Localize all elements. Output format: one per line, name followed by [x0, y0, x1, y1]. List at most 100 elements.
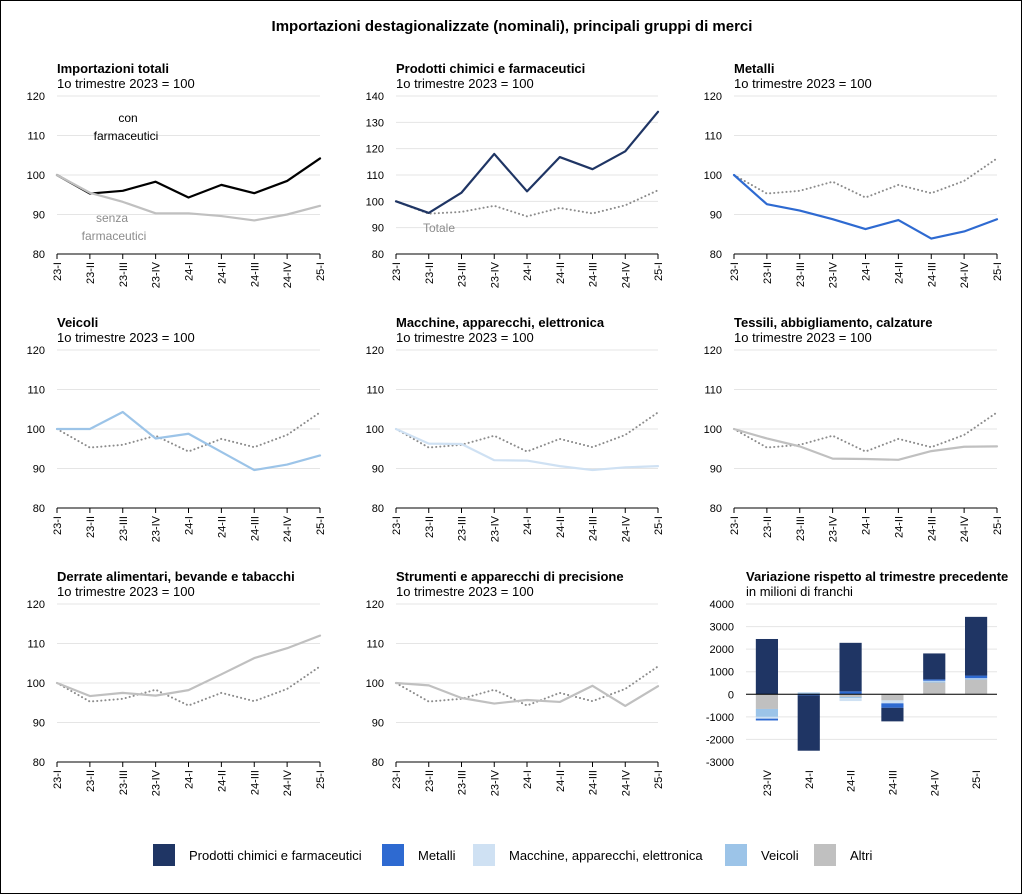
y-tick-label-0-2: 100	[27, 170, 45, 182]
figure-title: Importazioni destagionalizzate (nominali…	[271, 18, 753, 35]
panel-subtitle-chemicals: 1o trimestre 2023 = 100	[396, 76, 534, 91]
x-tick-label-1-0: 23-I	[391, 262, 403, 281]
series-line-3-1	[55, 410, 322, 472]
chart-panel-3: 80 90 100 110 120 23-I 23-II 23-III 23-IV 24-I 24-…	[27, 345, 327, 542]
chart-panel-6: 80 90 100 110 120 23-I 23-II 23-III 23-IV 24-I 24-…	[27, 599, 327, 796]
x-tick-label-2-7: 24-IV	[959, 261, 971, 288]
chart-panel-4: 80 90 100 110 120 23-I 23-II 23-III 23-IV 24-I 24-…	[366, 345, 665, 542]
series-line-7-1	[394, 681, 660, 708]
x-tick-label-2-2: 23-III	[795, 262, 807, 287]
x-tick-label-0-3: 23-IV	[151, 261, 163, 288]
x-tick-label-1-4: 24-I	[522, 262, 534, 281]
x-tick-label-8-2: 24-II	[846, 770, 858, 792]
x-tick-label-3-3: 23-IV	[151, 515, 163, 542]
bar-segment-8-3-1	[797, 694, 820, 696]
x-tick-label-1-3: 23-IV	[489, 261, 501, 288]
y-tick-label-4-3: 110	[366, 385, 384, 397]
x-tick-label-3-5: 24-II	[216, 516, 228, 538]
y-tick-label-4-2: 100	[366, 424, 384, 436]
y-tick-label-1-4: 120	[366, 144, 384, 156]
bar-segment-8-2-5	[964, 678, 988, 679]
legend-item-metals: Metalli	[382, 843, 456, 867]
bar-segment-8-4-2	[839, 642, 862, 692]
legend-label-machines: Macchine, apparecchi, elettronica	[509, 847, 703, 863]
legend-swatch-metals	[382, 844, 404, 866]
annotation-1-0: Totale	[423, 221, 455, 235]
bar-segment-8-3-2	[839, 691, 862, 695]
chart-panel-0: 80 90 100 110 120 23-I 23-II 23-III 23-IV 24-I 24-…	[27, 91, 327, 288]
x-tick-label-0-6: 24-III	[249, 262, 261, 287]
series-line-5-0	[733, 411, 998, 453]
x-tick-label-4-7: 24-IV	[620, 515, 632, 542]
panel-title-change: Variazione rispetto al trimestre precede…	[746, 569, 1009, 584]
x-tick-label-5-6: 24-III	[926, 516, 938, 541]
series-line-0-0	[55, 157, 322, 199]
y-tick-label-8-0: -3000	[706, 757, 734, 769]
y-tick-label-0-0: 80	[33, 249, 45, 261]
panel-title-food: Derrate alimentari, bevande e tabacchi	[57, 569, 295, 584]
panel-title-metals: Metalli	[734, 61, 775, 76]
series-line-4-0	[395, 411, 659, 453]
bar-segment-8-0-2	[839, 694, 862, 697]
y-tick-label-8-4: 1000	[710, 667, 734, 679]
panel-title-vehicles: Veicoli	[57, 315, 99, 330]
annotation-0-1: farmaceutici	[94, 129, 159, 143]
x-tick-label-0-1: 23-II	[85, 262, 97, 284]
y-tick-label-6-2: 100	[27, 678, 45, 690]
x-tick-label-0-4: 24-I	[184, 262, 196, 281]
x-tick-label-1-7: 24-IV	[620, 261, 632, 288]
bar-segment-8-3-5	[964, 675, 988, 679]
series-line-2-0	[733, 157, 998, 199]
y-tick-label-1-2: 100	[366, 196, 384, 208]
y-tick-label-8-7: 4000	[710, 599, 734, 611]
x-tick-label-3-4: 24-I	[184, 516, 196, 535]
x-tick-label-4-4: 24-I	[522, 516, 534, 535]
legend-label-other: Altri	[850, 847, 873, 863]
x-tick-label-3-7: 24-IV	[282, 515, 294, 542]
x-tick-label-4-3: 23-IV	[489, 515, 501, 542]
y-tick-label-2-1: 90	[710, 210, 722, 222]
y-tick-label-4-0: 80	[372, 503, 384, 515]
x-tick-label-6-2: 23-III	[118, 770, 130, 795]
bar-segment-8-0-3	[881, 694, 904, 701]
x-tick-label-8-5: 25-I	[971, 770, 983, 789]
panel-subtitle-change: in milioni di franchi	[746, 584, 853, 599]
x-tick-label-3-8: 25-I	[315, 516, 327, 535]
x-tick-label-7-0: 23-I	[391, 770, 403, 789]
bar-segment-8-1-4	[923, 681, 946, 683]
y-tick-label-5-0: 80	[710, 503, 722, 515]
legend-label-metals: Metalli	[418, 847, 456, 863]
x-tick-label-7-5: 24-II	[555, 770, 567, 792]
x-tick-label-0-5: 24-II	[216, 262, 228, 284]
y-tick-label-3-1: 90	[33, 464, 45, 476]
bar-segment-8-3-0	[755, 718, 779, 721]
x-tick-label-4-5: 24-II	[555, 516, 567, 538]
legend-label-chemicals: Prodotti chimici e farmaceutici	[189, 847, 362, 863]
y-tick-label-8-2: -1000	[706, 712, 734, 724]
x-tick-label-0-8: 25-I	[315, 262, 327, 281]
series-line-4-1	[394, 427, 660, 472]
legend-swatch-machines	[473, 844, 495, 866]
x-tick-label-4-2: 23-III	[457, 516, 469, 541]
y-tick-label-1-6: 140	[366, 91, 384, 103]
y-tick-label-3-3: 110	[27, 385, 45, 397]
y-tick-label-0-1: 90	[33, 210, 45, 222]
y-tick-label-7-2: 100	[366, 678, 384, 690]
y-tick-label-7-1: 90	[372, 718, 384, 730]
annotation-0-0: con	[118, 111, 137, 125]
bar-segment-8-0-5	[964, 679, 988, 695]
x-tick-label-8-4: 24-IV	[929, 769, 941, 796]
x-tick-label-7-2: 23-III	[457, 770, 469, 795]
x-tick-label-0-2: 23-III	[118, 262, 130, 287]
x-tick-label-4-6: 24-III	[588, 516, 600, 541]
legend-label-vehicles: Veicoli	[761, 847, 799, 863]
panel-title-precision: Strumenti e apparecchi di precisione	[396, 569, 624, 584]
y-tick-label-2-3: 110	[704, 131, 722, 143]
legend-swatch-vehicles	[725, 844, 747, 866]
x-tick-label-6-7: 24-IV	[282, 769, 294, 796]
panel-title-machines: Macchine, apparecchi, elettronica	[396, 315, 605, 330]
bar-segment-8-2-2	[839, 698, 862, 702]
y-tick-label-4-4: 120	[366, 345, 384, 357]
x-tick-label-5-5: 24-II	[893, 516, 905, 538]
